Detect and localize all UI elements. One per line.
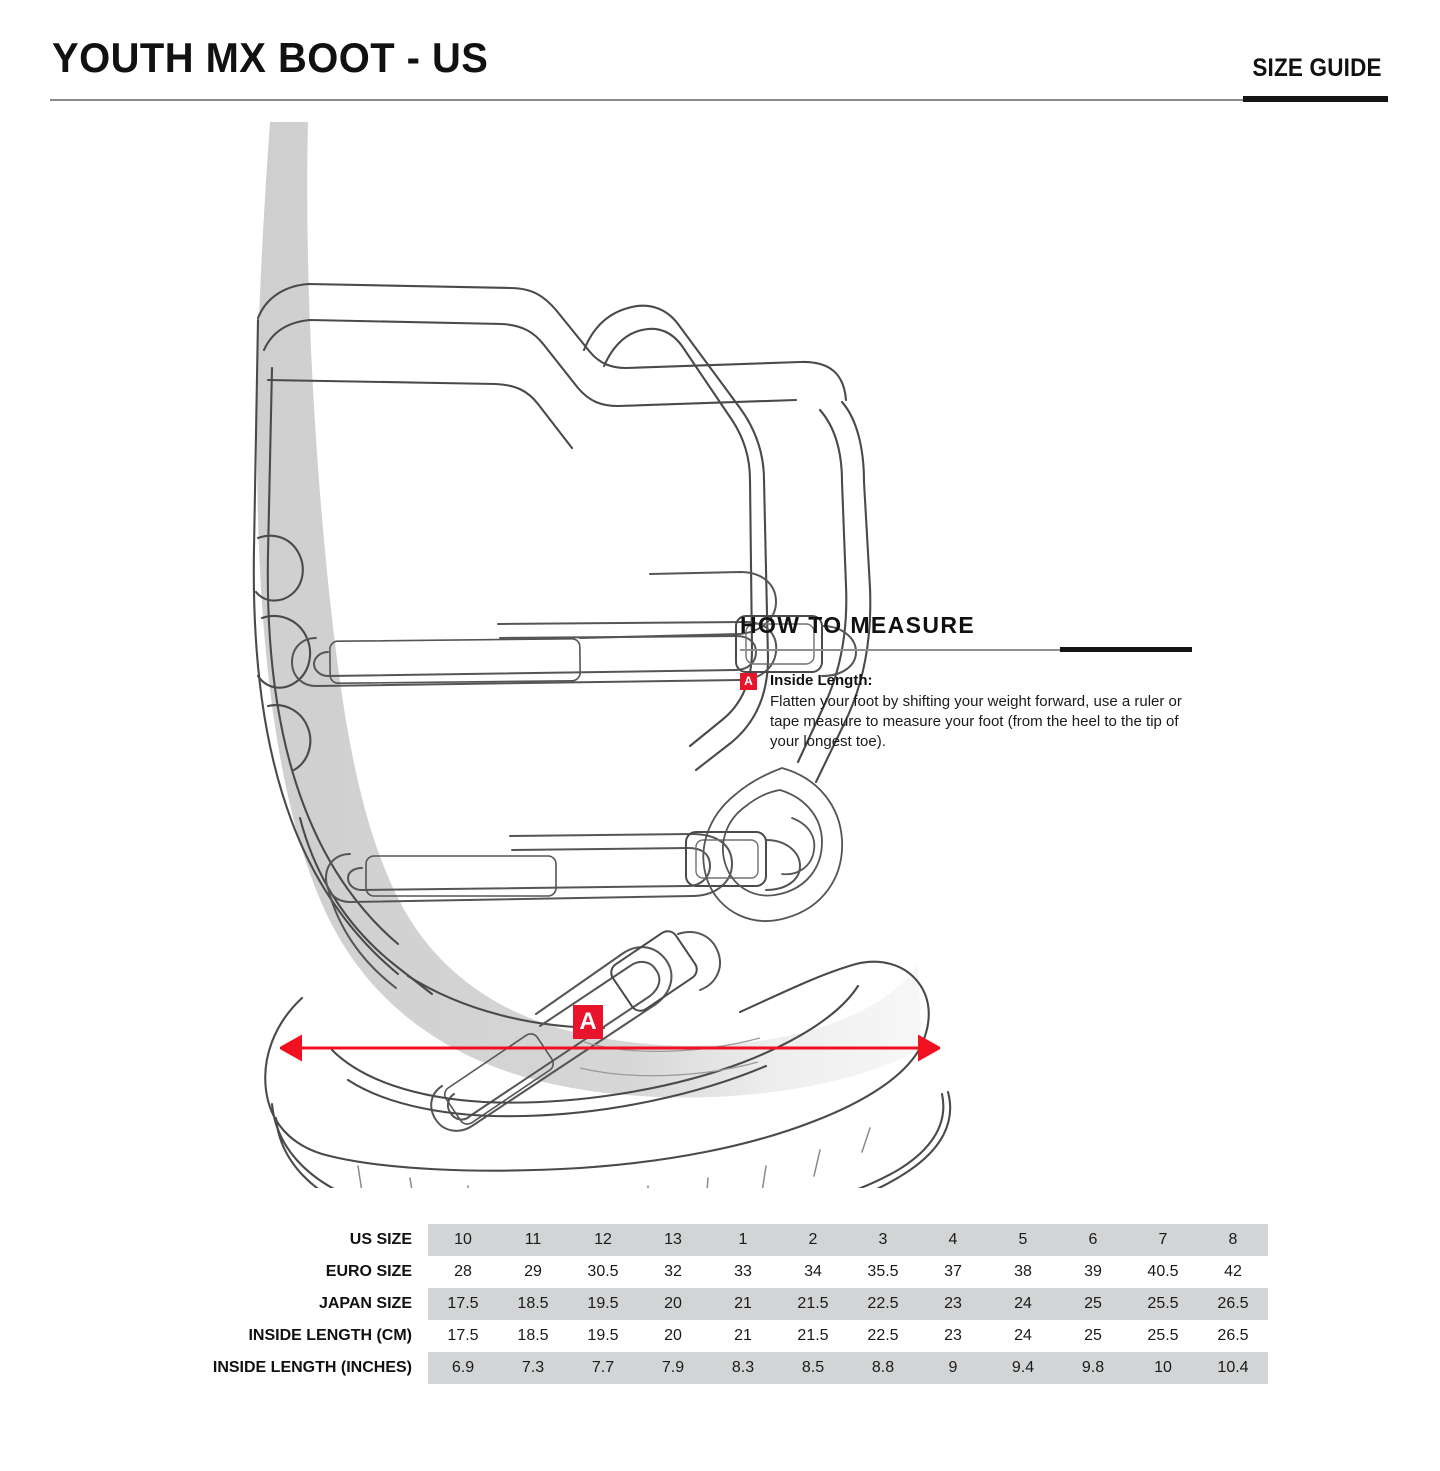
table-cell: 1	[708, 1224, 778, 1256]
inside-length-arrow	[280, 1034, 940, 1062]
table-cell: 11	[498, 1224, 568, 1256]
table-cell: 39	[1058, 1256, 1128, 1288]
how-to-measure-divider-accent	[1060, 647, 1192, 652]
table-cell: 24	[988, 1320, 1058, 1352]
table-cell: 25	[1058, 1320, 1128, 1352]
table-cell: 33	[708, 1256, 778, 1288]
table-cell: 38	[988, 1256, 1058, 1288]
table-cell: 7.7	[568, 1352, 638, 1384]
page-header: YOUTH MX BOOT - US SIZE GUIDE	[0, 0, 1440, 110]
table-cell: 13	[638, 1224, 708, 1256]
table-cell: 21	[708, 1288, 778, 1320]
table-cell: 9	[918, 1352, 988, 1384]
table-row: US SIZE 10 11 12 13 1 2 3 4 5 6 7 8	[180, 1224, 1268, 1256]
table-cell: 8.8	[848, 1352, 918, 1384]
table-cell: 28	[428, 1256, 498, 1288]
table-row: EURO SIZE 28 29 30.5 32 33 34 35.5 37 38 39 40.5 42	[180, 1256, 1268, 1288]
how-to-measure-title: HOW TO MEASURE	[740, 612, 976, 638]
table-cell: 6.9	[428, 1352, 498, 1384]
row-label: INSIDE LENGTH (INCHES)	[180, 1352, 428, 1384]
table-cell: 24	[988, 1288, 1058, 1320]
size-guide-badge: SIZE GUIDE	[1252, 54, 1382, 82]
table-cell: 32	[638, 1256, 708, 1288]
table-row: JAPAN SIZE 17.5 18.5 19.5 20 21 21.5 22.5 23 24 25…	[180, 1288, 1268, 1320]
table-cell: 5	[988, 1224, 1058, 1256]
how-to-measure-item: A Inside Length: Flatten your foot by sh…	[740, 671, 1192, 752]
measure-description: Flatten your foot by shifting your weigh…	[770, 693, 1182, 750]
table-cell: 20	[638, 1288, 708, 1320]
table-cell: 25.5	[1128, 1320, 1198, 1352]
table-row: INSIDE LENGTH (CM) 17.5 18.5 19.5 20 21 21.5 22…	[180, 1320, 1268, 1352]
table-cell: 7	[1128, 1224, 1198, 1256]
marker-a-badge: A	[740, 673, 757, 690]
page-title: YOUTH MX BOOT - US	[52, 34, 489, 81]
table-row: INSIDE LENGTH (INCHES) 6.9 7.3 7.7 7.9 8.3 8.5…	[180, 1352, 1268, 1384]
table-cell: 6	[1058, 1224, 1128, 1256]
table-cell: 8.3	[708, 1352, 778, 1384]
table-cell: 17.5	[428, 1320, 498, 1352]
table-cell: 22.5	[848, 1320, 918, 1352]
header-divider-accent	[1243, 96, 1388, 102]
table-cell: 17.5	[428, 1288, 498, 1320]
measure-term: Inside Length:	[770, 672, 873, 689]
table-cell: 25	[1058, 1288, 1128, 1320]
table-cell: 26.5	[1198, 1320, 1268, 1352]
row-label: US SIZE	[180, 1224, 428, 1256]
table-cell: 40.5	[1128, 1256, 1198, 1288]
table-cell: 7.9	[638, 1352, 708, 1384]
how-to-measure-divider	[740, 649, 1192, 651]
row-label: JAPAN SIZE	[180, 1288, 428, 1320]
how-to-measure-divider-wrap	[740, 647, 1192, 653]
size-chart-table: US SIZE 10 11 12 13 1 2 3 4 5 6 7 8 EURO SIZE 28 29 30.5…	[180, 1224, 1268, 1384]
table-cell: 8	[1198, 1224, 1268, 1256]
table-cell: 10	[1128, 1352, 1198, 1384]
size-chart-body: US SIZE 10 11 12 13 1 2 3 4 5 6 7 8 EURO SIZE 28 29 30.5…	[180, 1224, 1268, 1384]
table-cell: 19.5	[568, 1288, 638, 1320]
measure-marker-a: A	[573, 1005, 603, 1039]
table-cell: 18.5	[498, 1288, 568, 1320]
row-label: INSIDE LENGTH (CM)	[180, 1320, 428, 1352]
table-cell: 34	[778, 1256, 848, 1288]
table-cell: 29	[498, 1256, 568, 1288]
table-cell: 25.5	[1128, 1288, 1198, 1320]
table-cell: 35.5	[848, 1256, 918, 1288]
header-divider	[50, 99, 1388, 101]
table-cell: 21	[708, 1320, 778, 1352]
table-cell: 30.5	[568, 1256, 638, 1288]
table-cell: 26.5	[1198, 1288, 1268, 1320]
table-cell: 22.5	[848, 1288, 918, 1320]
table-cell: 3	[848, 1224, 918, 1256]
table-cell: 2	[778, 1224, 848, 1256]
table-cell: 20	[638, 1320, 708, 1352]
table-cell: 12	[568, 1224, 638, 1256]
table-cell: 8.5	[778, 1352, 848, 1384]
table-cell: 7.3	[498, 1352, 568, 1384]
table-cell: 21.5	[778, 1288, 848, 1320]
table-cell: 9.8	[1058, 1352, 1128, 1384]
table-cell: 37	[918, 1256, 988, 1288]
table-cell: 23	[918, 1320, 988, 1352]
table-cell: 10.4	[1198, 1352, 1268, 1384]
table-cell: 18.5	[498, 1320, 568, 1352]
table-cell: 10	[428, 1224, 498, 1256]
table-cell: 19.5	[568, 1320, 638, 1352]
row-label: EURO SIZE	[180, 1256, 428, 1288]
table-cell: 4	[918, 1224, 988, 1256]
how-to-measure-section: HOW TO MEASURE A Inside Length: Flatten …	[740, 612, 1192, 752]
table-cell: 42	[1198, 1256, 1268, 1288]
table-cell: 21.5	[778, 1320, 848, 1352]
table-cell: 9.4	[988, 1352, 1058, 1384]
table-cell: 23	[918, 1288, 988, 1320]
